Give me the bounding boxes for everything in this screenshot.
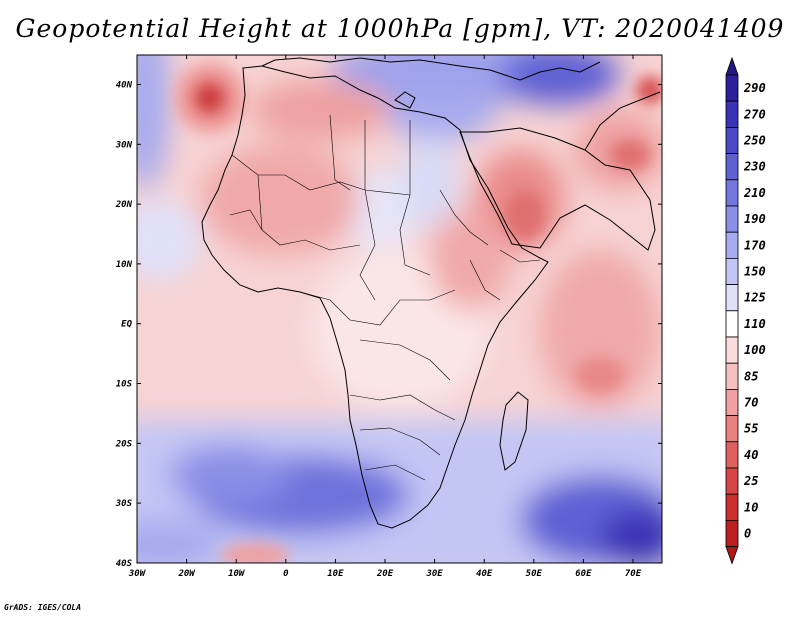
lat-tick-label: 10S: [116, 380, 133, 390]
lon-tick-label: 10E: [327, 569, 344, 579]
lat-tick-label: 40S: [116, 559, 133, 569]
colorbar-swatch: [725, 362, 739, 390]
colorbar-label: 270: [743, 107, 766, 121]
colorbar-swatch: [725, 415, 739, 443]
lat-tick-label: 30S: [115, 499, 133, 509]
colorbar-label: 250: [743, 134, 766, 148]
lon-tick-label: 60E: [575, 569, 592, 579]
plot-frame: [136, 54, 663, 564]
grads-credit: GrADS: IGES/COLA: [4, 603, 82, 612]
lon-tick-label: 50E: [526, 569, 543, 579]
lon-tick-label: 20W: [177, 569, 196, 579]
colorbar-label: 25: [743, 474, 758, 488]
colorbar-swatch: [725, 127, 739, 155]
colorbar-bottom-arrow: [725, 546, 739, 565]
colorbar-label: 0: [744, 527, 751, 541]
colorbar-swatch: [725, 336, 739, 364]
colorbar-label: 110: [744, 317, 766, 331]
coastlines: [201, 57, 661, 529]
colorbar-swatch: [725, 441, 739, 469]
colorbar-swatch: [725, 310, 739, 338]
height-field: [137, 55, 662, 563]
lon-tick-label: 40E: [476, 569, 493, 579]
colorbar-swatch: [725, 153, 739, 181]
colorbar-swatch: [725, 257, 739, 285]
lon-tick-label: 10W: [228, 569, 246, 579]
colorbar-swatch: [725, 100, 739, 128]
lat-tick-label: 40N: [116, 81, 133, 91]
colorbar-label: 40: [744, 448, 758, 462]
axis-ticks: 30W 20W 10W 0 10E 20E 30E 40E 50E 60E 70E 40N 30N 20N…: [115, 55, 662, 579]
colorbar-swatch: [725, 74, 739, 102]
colorbar-label: 170: [744, 238, 766, 252]
colorbar-label: 100: [744, 343, 766, 357]
colorbar-label: 70: [744, 396, 758, 410]
colorbar-label: 190: [744, 212, 766, 226]
colorbar-swatch: [725, 520, 739, 548]
colorbar-swatch: [725, 231, 739, 259]
lat-tick-label: 10N: [116, 260, 133, 270]
colorbar-label: 150: [744, 265, 766, 279]
colorbar-label: 125: [744, 291, 766, 305]
lon-tick-label: 0: [283, 569, 289, 579]
colorbar-swatch: [725, 388, 739, 416]
borders: [229, 114, 541, 481]
colorbar-label: 290: [743, 81, 766, 95]
colorbar-label: 210: [743, 186, 766, 200]
map-title: Geopotential Height at 1000hPa [gpm], VT…: [15, 14, 785, 43]
colorbar-top-arrow: [725, 56, 739, 76]
colorbar-swatch: [725, 205, 739, 233]
colorbar-label: 55: [744, 422, 758, 436]
lon-tick-label: 30E: [425, 569, 443, 579]
colorbar: 2902702502302101901701501251101008570554…: [725, 56, 766, 565]
lon-tick-label: 20E: [376, 569, 394, 579]
colorbar-label: 10: [744, 500, 758, 514]
lat-tick-label: EQ: [121, 320, 132, 330]
lon-tick-label: 30W: [128, 569, 147, 579]
lat-tick-label: 20S: [115, 439, 133, 449]
lat-tick-label: 30N: [115, 140, 133, 150]
colorbar-swatch: [725, 493, 739, 521]
lon-tick-label: 70E: [625, 569, 642, 579]
colorbar-swatch: [725, 179, 739, 207]
lat-tick-label: 20N: [115, 200, 133, 210]
colorbar-swatch: [725, 467, 739, 495]
colorbar-label: 85: [744, 369, 758, 383]
colorbar-label: 230: [743, 160, 766, 174]
colorbar-swatch: [725, 284, 739, 312]
